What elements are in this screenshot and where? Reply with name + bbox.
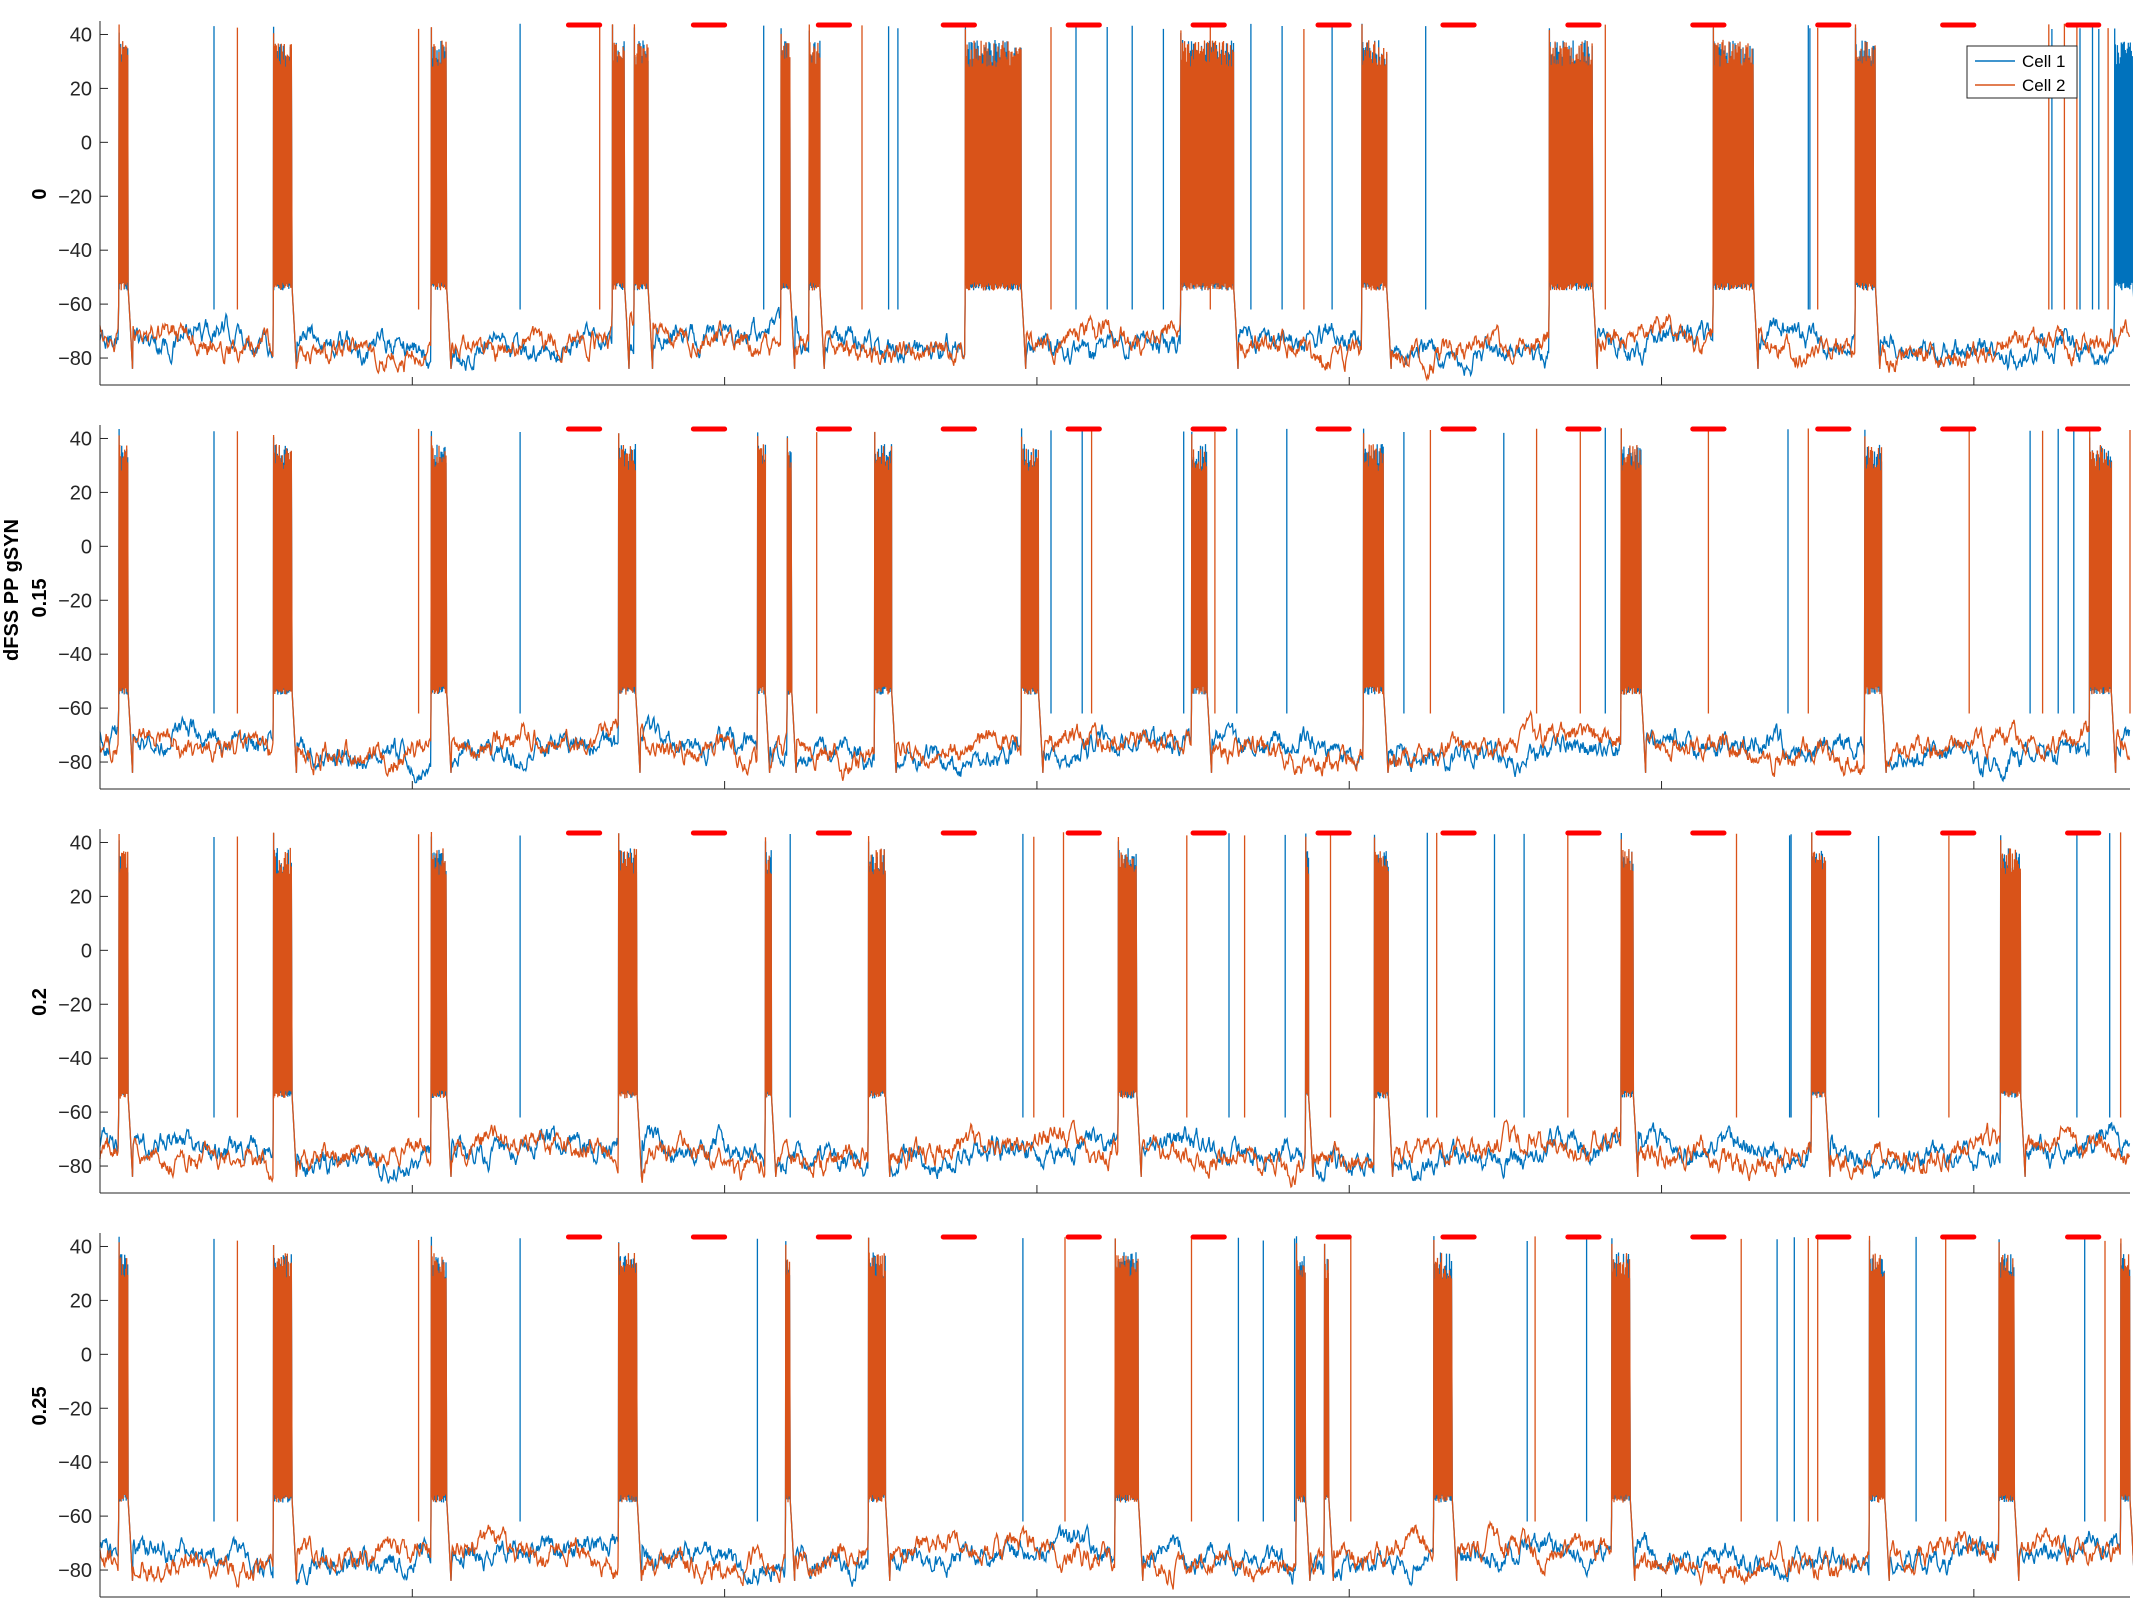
panel-0-y-tick-label: 20: [70, 78, 92, 100]
panel-2-axes: −80 −60 −40 −20 0 20 40: [58, 829, 2130, 1194]
panel-3-y-tick-label: 40: [70, 1236, 92, 1258]
panel-2-y-tick-label: −20: [58, 994, 92, 1016]
panel-3-axes: −80−60−40−200204001000200030004000500060…: [58, 1233, 2130, 1598]
panel-1-y-tick-label: 20: [70, 482, 92, 504]
panel-2-y-tick-label: 40: [70, 832, 92, 854]
panel-1-y-tick-label: 40: [70, 428, 92, 450]
panel-0-y-tick-label: −60: [58, 294, 92, 316]
panel-0-y-tick-label: −80: [58, 348, 92, 370]
panel-3-y-tick-label: −40: [58, 1452, 92, 1474]
panel-2-trace-cell2: [99, 831, 2131, 1189]
panel-0-traces: [99, 23, 2133, 382]
legend-label-cell2: Cell 2: [2022, 76, 2065, 95]
panel-0: −80 −60 −40 −20 0 20 40 0: [29, 21, 2133, 386]
panel-3-y-tick-label: 0: [81, 1344, 92, 1366]
panel-2-y-tick-label: −40: [58, 1048, 92, 1070]
panel-2-y-tick-label: −60: [58, 1102, 92, 1124]
panel-2-trace-cell1: [99, 832, 2131, 1184]
panel-2-y-tick-label: 20: [70, 886, 92, 908]
panel-0-axes: −80 −60 −40 −20 0 20 40: [58, 21, 2130, 386]
panel-1-y-tick-label: 0: [81, 536, 92, 558]
legend-label-cell1: Cell 1: [2022, 52, 2065, 71]
panel-3-y-tick-label: 20: [70, 1290, 92, 1312]
panel-2-ylabel: 0.2: [29, 988, 51, 1016]
legend-box: [1966, 45, 2078, 99]
panel-2-traces: [99, 831, 2131, 1189]
panel-0-y-tick-label: −20: [58, 186, 92, 208]
panel-0-y-tick-label: 0: [81, 132, 92, 154]
panel-0-trace-cell2: [99, 23, 2131, 382]
panel-3-trace-cell2: [99, 1235, 2133, 1590]
panel-1-traces: [99, 427, 2131, 784]
panel-1-axes: −80 −60 −40 −20 0 20 40: [58, 425, 2130, 790]
panel-1-y-tick-label: −80: [58, 752, 92, 774]
panel-3-y-tick-label: −20: [58, 1398, 92, 1420]
panel-1-trace-cell1: [99, 427, 2131, 784]
panel-1-ylabel: 0.15: [29, 579, 51, 618]
panel-1-trace-cell2: [99, 428, 2131, 781]
panel-3-y-tick-label: −80: [58, 1560, 92, 1582]
panel-2: −80 −60 −40 −20 0 20 40 0.2: [29, 829, 2131, 1194]
panel-3-y-tick-label: −60: [58, 1506, 92, 1528]
shared-ylabel: dFSS PP gSYN: [1, 519, 23, 661]
panel-1-y-tick-label: −20: [58, 590, 92, 612]
panel-1: −80 −60 −40 −20 0 20 40 0.15: [29, 425, 2131, 790]
panel-1-y-tick-label: −40: [58, 644, 92, 666]
legend: Cell 1 Cell 2: [1966, 45, 2078, 99]
panel-0-y-tick-label: −40: [58, 240, 92, 262]
panel-1-y-tick-label: −60: [58, 698, 92, 720]
panel-0-y-tick-label: 40: [70, 24, 92, 46]
panel-3: −80−60−40−200204001000200030004000500060…: [29, 1233, 2133, 1598]
panel-2-y-tick-label: 0: [81, 940, 92, 962]
panel-2-y-tick-label: −80: [58, 1156, 92, 1178]
panel-0-ylabel: 0: [29, 188, 51, 199]
panel-3-traces: [99, 1235, 2133, 1590]
panel-3-ylabel: 0.25: [29, 1387, 51, 1426]
panel-0-trace-cell1: [99, 23, 2133, 378]
